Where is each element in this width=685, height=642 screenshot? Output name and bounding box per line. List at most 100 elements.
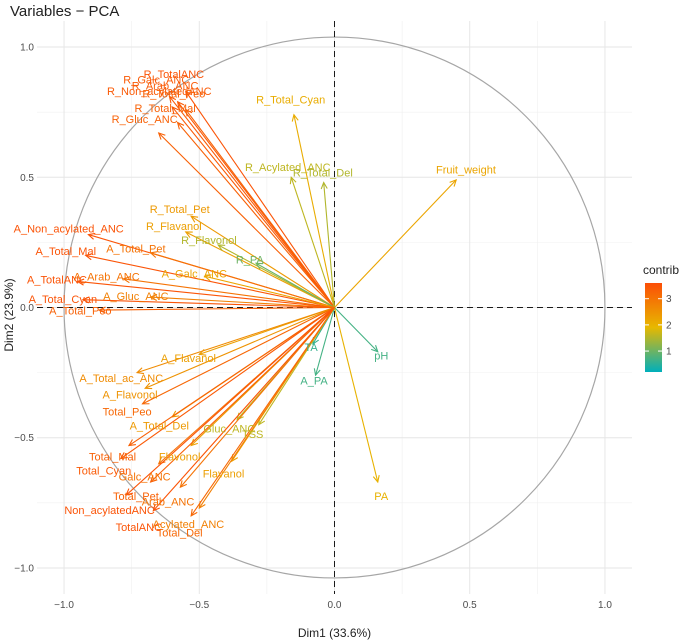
label-R_Total_Pet: R_Total_Pet: [150, 204, 210, 216]
arrowhead-Total_Mal: [127, 439, 136, 447]
label-Total_Mal: Total_Mal: [89, 452, 136, 464]
chart-title: Variables − PCA: [10, 3, 119, 20]
arrow-A_Total_Mal: [85, 254, 335, 309]
arrow-R_Total_Pet: [190, 215, 335, 308]
arrowhead-PA: [372, 475, 380, 484]
label-TA: TA: [305, 342, 319, 354]
arrowhead-A_Total_ac_ANC: [135, 367, 145, 375]
arrowhead-R_TotalANC: [185, 90, 193, 99]
arrow-R_Total_Del: [323, 182, 336, 308]
arrowhead-A_Galc_ANC: [203, 274, 212, 282]
arrowhead-R_Total_Cyan: [291, 113, 299, 122]
label-R_Non_acylatedANC: R_Non_acylatedANC: [107, 86, 212, 98]
y-tick-label: −0.5: [14, 433, 34, 444]
arrow-A_TotalANC: [77, 280, 335, 309]
legend-tick-label: 2: [666, 320, 672, 331]
arrow-R_TotalANC: [185, 91, 335, 308]
y-tick-label: 0.0: [20, 303, 34, 314]
axis-ticks: −1.0 −0.5 0.0 0.5 1.0 −1.0 −0.5 0.0 0.5 1.0: [14, 43, 612, 611]
variable-arrows: [76, 90, 458, 517]
label-R_Flavanol: R_Flavanol: [146, 221, 202, 233]
arrowhead-R_Flavanol: [184, 231, 193, 238]
label-A_Flavonol: A_Flavonol: [103, 390, 158, 402]
y-tick-label: 0.5: [20, 173, 34, 184]
label-A_Flavanol: A_Flavanol: [161, 353, 216, 365]
arrow-Total_Del: [190, 307, 335, 517]
arrowhead-R_Total_Mal: [176, 121, 185, 130]
label-Non_acylatedANC: Non_acylatedANC: [64, 505, 155, 517]
label-Fruit_weight: Fruit_weight: [436, 165, 496, 177]
arrow-R_Flavanol: [185, 231, 335, 308]
variable-labels: R_TotalANCR_Galc_ANCR_Arab_ANCR_Non_acyl…: [14, 69, 496, 540]
label-PA: PA: [374, 491, 389, 503]
label-Galc_ANC: Galc_ANC: [119, 471, 171, 483]
label-A_Total_Cyan: A_Total_Cyan: [29, 294, 98, 306]
arrow-R_Total_Peo: [185, 109, 335, 308]
arrowhead-Non_acylatedANC: [125, 488, 134, 496]
arrowhead-R_Total_Peo: [184, 108, 193, 117]
x-tick-label: −1.0: [54, 600, 74, 611]
arrowhead-R_PA: [254, 262, 264, 270]
label-Total_Del: Total_Del: [157, 528, 203, 540]
arrowhead-Total_Peo: [141, 397, 150, 405]
arrow-A_Galc_ANC: [204, 275, 335, 309]
label-A_Total_ac_ANC: A_Total_ac_ANC: [79, 373, 163, 385]
legend-title: contrib: [643, 263, 679, 277]
arrowhead-R_Non_acylatedANC: [171, 105, 179, 114]
arrowhead-A_Total_Cyan: [81, 296, 90, 304]
arrow-pH: [334, 307, 379, 353]
label-Total_Cyan: Total_Cyan: [76, 466, 131, 478]
label-Total_Pet: Total_Pet: [113, 491, 159, 503]
arrow-A_Total_Pet: [150, 252, 335, 309]
arrowhead-Fruit_weight: [449, 178, 458, 187]
label-A_Total_Peo: A_Total_Peo: [49, 305, 111, 317]
y-axis-label: Dim2 (23.9%): [2, 278, 16, 351]
label-A_PA: A_PA: [300, 376, 328, 388]
arrow-A_Total_Cyan: [82, 299, 335, 309]
arrowhead-Total_Del: [190, 508, 198, 517]
x-axis-label: Dim1 (33.6%): [298, 626, 371, 640]
arrowhead-pH: [371, 344, 379, 353]
x-tick-label: 0.0: [328, 600, 342, 611]
arrowhead-R_Arab_ANC: [176, 100, 185, 109]
arrow-R_PA: [255, 262, 335, 308]
arrow-Total_Mal: [128, 307, 335, 446]
arrowhead-A_Total_Pet: [149, 251, 158, 258]
label-R_Gluc_ANC: R_Gluc_ANC: [112, 114, 178, 126]
arrow-Total_Pet: [150, 307, 335, 483]
label-R_Acylated_ANC: R_Acylated_ANC: [245, 162, 331, 174]
label-R_Total_Peo: R_Total_Peo: [142, 89, 205, 101]
arrow-Total_Peo: [142, 307, 335, 405]
arrow-PA: [333, 307, 379, 483]
arrow-R_Total_Mal: [177, 122, 335, 308]
label-TSS: TSS: [242, 429, 263, 441]
arrowhead-A_Total_Peo: [97, 306, 106, 314]
x-tick-label: 0.5: [463, 600, 477, 611]
arrowhead-A_Flavonol: [144, 382, 153, 390]
arrowhead-R_Total_Del: [320, 181, 328, 190]
arrow-A_PA: [315, 307, 336, 376]
arrow-R_Non_acylatedANC: [171, 106, 335, 308]
arrow-Fruit_weight: [334, 179, 457, 308]
label-A_Galc_ANC: A_Galc_ANC: [162, 269, 227, 281]
x-tick-label: −0.5: [189, 600, 209, 611]
arrowhead-R_Total_Pet: [190, 215, 199, 223]
label-R_PA: R_PA: [236, 255, 265, 267]
label-Total_Peo: Total_Peo: [103, 407, 152, 419]
arrowhead-Total_Cyan: [119, 452, 128, 460]
y-tick-label: −1.0: [14, 563, 34, 574]
label-A_Total_Pet: A_Total_Pet: [106, 243, 165, 255]
arrow-TotalANC: [152, 307, 335, 512]
label-R_Galc_ANC: R_Galc_ANC: [123, 75, 189, 87]
arrowhead-A_PA: [313, 368, 321, 377]
label-Flavonol: Flavonol: [159, 452, 201, 464]
legend-tick-label: 1: [666, 347, 672, 358]
arrowhead-A_Total_Mal: [84, 253, 93, 261]
label-Arab_ANC: Arab_ANC: [142, 497, 195, 509]
arrow-R_Total_Cyan: [293, 114, 336, 308]
arrow-A_Total_ac_ANC: [136, 306, 335, 374]
arrowhead-R_Acylated_ANC: [289, 176, 297, 185]
arrowhead-R_Gluc_ANC: [157, 132, 166, 140]
label-R_Flavonol: R_Flavonol: [181, 235, 237, 247]
